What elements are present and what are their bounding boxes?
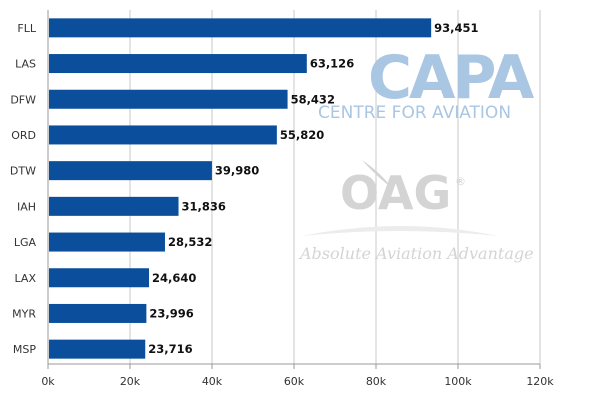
data-label: 31,836: [182, 199, 226, 213]
watermark: CAPA CENTRE FOR AVIATION OAG ® Absolute …: [298, 43, 538, 263]
data-label: 63,126: [310, 57, 354, 71]
category-label: LAS: [15, 58, 36, 71]
data-label: 58,432: [291, 92, 335, 106]
data-label: 23,716: [148, 342, 192, 356]
category-label: ORD: [11, 129, 36, 142]
bar: [49, 232, 165, 252]
bars: [49, 18, 432, 359]
category-label: IAH: [17, 200, 36, 213]
category-label: LAX: [15, 272, 37, 285]
data-label: 23,996: [149, 306, 193, 320]
capa-logo-watermark: CAPA: [368, 43, 535, 113]
x-tick-label: 120k: [526, 375, 554, 388]
category-label: MYR: [12, 307, 36, 320]
category-label: FLL: [17, 22, 36, 35]
data-label: 39,980: [215, 164, 259, 178]
bar: [49, 268, 150, 288]
bar: [49, 18, 432, 38]
x-tick-label: 80k: [366, 375, 387, 388]
oag-tagline-watermark: Absolute Aviation Advantage: [298, 244, 534, 263]
data-labels: 93,451 63,126 58,432 55,820 39,980 31,836 28,5…: [148, 21, 478, 356]
category-label: DFW: [10, 93, 36, 106]
oag-registered-mark: ®: [455, 175, 466, 188]
oag-light-band-icon: [302, 226, 498, 236]
x-axis: 0k 20k 40k 60k 80k 100k 120k: [41, 10, 554, 388]
data-label: 24,640: [152, 271, 196, 285]
x-tick-label: 100k: [444, 375, 472, 388]
oag-swoosh-icon: [362, 160, 392, 188]
category-labels: FLL LAS DFW ORD DTW IAH LGA LAX MYR MSP: [10, 22, 37, 356]
data-label: 55,820: [280, 128, 324, 142]
bar: [49, 339, 146, 359]
data-label: 28,532: [168, 235, 212, 249]
x-tick-label: 20k: [120, 375, 141, 388]
bar: [49, 196, 179, 216]
oag-logo-watermark: OAG: [340, 166, 451, 220]
category-label: LGA: [14, 236, 37, 249]
capa-tagline-watermark: CENTRE FOR AVIATION: [318, 103, 511, 123]
bar: [49, 125, 277, 145]
x-tick-label: 0k: [41, 375, 55, 388]
bar: [49, 54, 307, 74]
bar: [49, 303, 147, 323]
data-label: 93,451: [434, 21, 478, 35]
bar: [49, 161, 212, 181]
x-tick-label: 60k: [284, 375, 305, 388]
x-tick-label: 40k: [202, 375, 223, 388]
category-label: DTW: [10, 165, 36, 178]
bar: [49, 89, 288, 109]
category-label: MSP: [13, 343, 36, 356]
